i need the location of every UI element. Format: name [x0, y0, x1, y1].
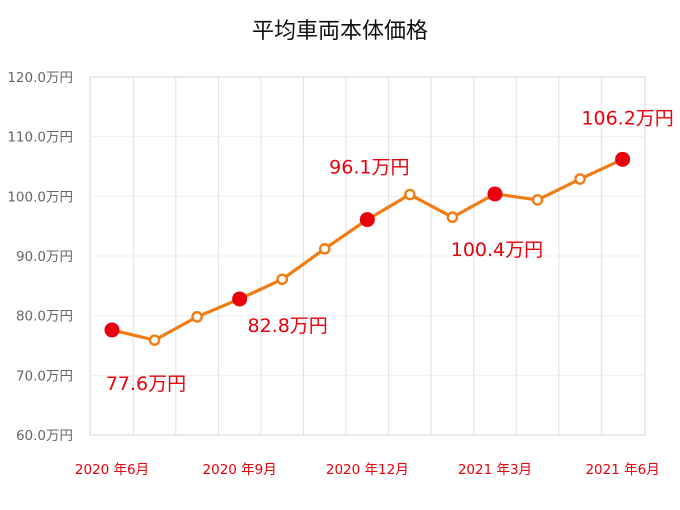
- y-tick-label: 70.0万円: [16, 368, 73, 384]
- data-point-highlighted: [487, 186, 503, 202]
- data-point: [191, 311, 203, 323]
- data-label: 100.4万円: [451, 239, 543, 261]
- x-tick-label: 2020 年6月: [75, 462, 149, 478]
- y-tick-label: 110.0万円: [7, 130, 73, 146]
- y-tick-label: 100.0万円: [7, 189, 73, 205]
- chart-title: 平均車両本体価格: [252, 19, 428, 44]
- data-point-highlighted: [232, 291, 248, 307]
- data-point-highlighted: [359, 212, 375, 228]
- data-point: [574, 173, 586, 185]
- data-point-highlighted: [615, 151, 631, 167]
- data-point: [276, 273, 289, 286]
- x-axis-ticks: 2020 年6月 2020 年9月 2020 年12月 2021 年3月 2021 年6…: [75, 462, 660, 478]
- x-tick-label: 2020 年9月: [203, 462, 277, 478]
- data-point-highlighted: [104, 322, 120, 338]
- data-point: [531, 194, 544, 206]
- data-label: 106.2万円: [581, 107, 673, 129]
- data-point: [404, 188, 416, 201]
- y-axis-ticks: 60.0万円 70.0万円 80.0万円 90.0万円 100.0万円 110.0万円 12…: [7, 70, 73, 444]
- x-tick-label: 2021 年6月: [585, 462, 659, 478]
- data-labels: 77.6万円 82.8万円 96.1万円 100.4万円 106.2万円: [106, 107, 674, 395]
- data-point: [318, 243, 331, 255]
- data-points: [104, 151, 631, 346]
- data-point: [446, 211, 459, 224]
- x-tick-label: 2021 年3月: [458, 462, 532, 478]
- series-line: [110, 157, 625, 342]
- data-label: 77.6万円: [106, 373, 186, 395]
- y-tick-label: 90.0万円: [16, 249, 73, 265]
- y-tick-label: 80.0万円: [16, 309, 73, 325]
- x-tick-label: 2020 年12月: [326, 462, 409, 478]
- y-tick-label: 60.0万円: [16, 428, 73, 444]
- grid: [89, 76, 646, 436]
- data-label: 96.1万円: [329, 157, 409, 179]
- data-label: 82.8万円: [247, 315, 327, 337]
- y-tick-label: 120.0万円: [7, 70, 73, 86]
- data-point: [148, 334, 161, 346]
